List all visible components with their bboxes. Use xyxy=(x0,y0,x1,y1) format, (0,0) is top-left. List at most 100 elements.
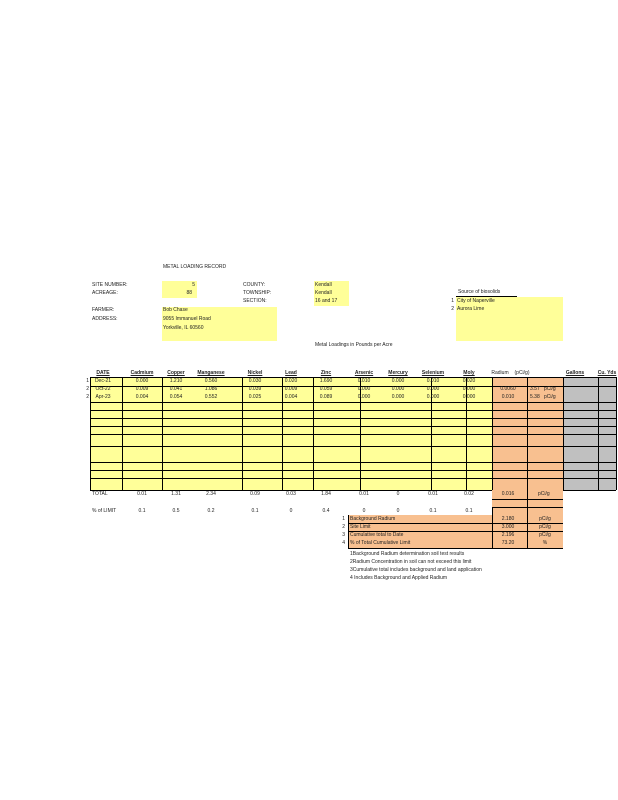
total-radium-unit: pCi/g xyxy=(538,491,550,497)
data-entry-area xyxy=(90,377,492,490)
metal-value-cell[interactable]: 0.560 xyxy=(204,378,218,384)
summary-number: 1 xyxy=(342,516,345,522)
column-divider xyxy=(563,377,564,490)
metal-value-cell[interactable]: 0.000 xyxy=(357,386,371,392)
metal-value-cell[interactable]: 0.059 xyxy=(319,386,333,392)
metal-value-cell[interactable]: 0.552 xyxy=(204,394,218,400)
radium-pcig-cell[interactable]: 5.38 xyxy=(530,394,540,400)
row-divider xyxy=(90,470,616,471)
metal-value-cell[interactable]: 0.089 xyxy=(319,394,333,400)
column-header-mercury: Mercury xyxy=(388,370,408,376)
column-header-lead: Lead xyxy=(285,370,297,376)
total-label: TOTAL xyxy=(92,491,108,497)
summary-number: 4 xyxy=(342,540,345,546)
metal-value-cell[interactable]: 0.054 xyxy=(169,394,183,400)
column-divider xyxy=(616,377,617,490)
metal-value-cell[interactable]: 0.009 xyxy=(284,386,298,392)
radium-unit: pCi/g xyxy=(544,394,556,400)
date-cell[interactable]: Apr-23 xyxy=(95,394,111,400)
county-value[interactable]: Kendall xyxy=(315,282,332,288)
pct-limit-cell: 0 xyxy=(362,508,366,514)
address-line1[interactable]: 9055 Immanuel Road xyxy=(163,316,211,322)
total-cell: 0.09 xyxy=(250,491,260,497)
column-header-pcig: (pCi/g) xyxy=(514,370,530,376)
column-divider xyxy=(360,377,361,490)
row-divider xyxy=(90,386,616,387)
metal-value-cell[interactable]: 0.000 xyxy=(426,386,440,392)
metal-value-cell[interactable]: 0.004 xyxy=(135,394,149,400)
row-divider xyxy=(90,446,616,447)
radium-unit: pCi/g xyxy=(544,386,556,392)
township-value[interactable]: Kendall xyxy=(315,290,332,296)
total-cell: 0.01 xyxy=(137,491,147,497)
total-cell: 0 xyxy=(396,491,400,497)
date-cell[interactable]: Dec-21 xyxy=(94,378,112,384)
metal-value-cell[interactable]: 0.000 xyxy=(426,394,440,400)
metal-value-cell[interactable]: 0.004 xyxy=(284,394,298,400)
metal-value-cell[interactable]: 1.210 xyxy=(169,378,183,384)
metal-value-cell[interactable]: 0.010 xyxy=(426,378,440,384)
column-divider xyxy=(527,507,528,548)
date-cell[interactable]: Oct-22 xyxy=(95,386,111,392)
summary-unit: pCi/g xyxy=(539,532,551,538)
metal-value-cell[interactable]: 0.000 xyxy=(391,378,405,384)
row-divider xyxy=(90,478,616,479)
row-divider xyxy=(492,507,563,508)
column-divider xyxy=(492,507,493,548)
column-header-selenium: Selenium xyxy=(421,370,445,376)
metal-value-cell[interactable]: 0.020 xyxy=(462,378,476,384)
pct-limit-cell: 0.2 xyxy=(207,508,215,514)
volume-column-fill xyxy=(563,377,616,490)
column-header-cadmium: Cadmium xyxy=(130,370,154,376)
source-name[interactable]: Aurora Lime xyxy=(457,306,485,312)
radium-value-cell[interactable]: 0.0060 xyxy=(500,386,516,392)
metal-value-cell[interactable]: 0.000 xyxy=(462,386,476,392)
column-divider xyxy=(598,377,599,490)
metal-value-cell[interactable]: 0.000 xyxy=(391,394,405,400)
summary-label: Background Radium xyxy=(350,516,396,522)
township-label: TOWNSHIP: xyxy=(243,290,272,296)
summary-value: 2.180 xyxy=(501,516,515,522)
metal-value-cell[interactable]: 0.000 xyxy=(357,394,371,400)
metal-value-cell[interactable]: 1.690 xyxy=(319,378,333,384)
radium-value-cell[interactable]: 0.010 xyxy=(501,394,515,400)
site-number-value[interactable]: 5 xyxy=(192,282,195,288)
metal-value-cell[interactable]: 0.025 xyxy=(248,394,262,400)
metal-value-cell[interactable]: 0.000 xyxy=(135,378,149,384)
metal-value-cell[interactable]: 0.000 xyxy=(462,394,476,400)
row-divider xyxy=(90,490,616,491)
column-divider xyxy=(492,377,493,490)
column-header-zinc: Zinc xyxy=(320,370,332,376)
column-header-nickel: Nickel xyxy=(247,370,263,376)
farmer-value[interactable]: Bob Chase xyxy=(163,307,188,313)
section-label: SECTION: xyxy=(243,298,267,304)
column-divider xyxy=(313,377,314,490)
column-header-copper: Copper xyxy=(167,370,185,376)
metal-value-cell[interactable]: 0.020 xyxy=(284,378,298,384)
pct-limit-cell: 0.1 xyxy=(429,508,437,514)
acreage-value[interactable]: 88 xyxy=(186,290,192,296)
metal-value-cell[interactable]: 0.009 xyxy=(135,386,149,392)
farmer-input-box xyxy=(162,307,277,341)
source-num: 2 xyxy=(451,306,454,312)
summary-value: 2.196 xyxy=(501,532,515,538)
column-divider xyxy=(527,490,528,507)
radium-pcig-cell[interactable]: 3.57 xyxy=(530,386,540,392)
footnote: 4 Includes Background and Applied Radium xyxy=(350,575,448,581)
address-line2[interactable]: Yorkville, IL 60560 xyxy=(163,325,204,331)
metal-value-cell[interactable]: 0.039 xyxy=(248,386,262,392)
page-title: METAL LOADING RECORD xyxy=(163,264,227,270)
summary-label: Cumulative total to Date xyxy=(350,532,404,538)
total-cell: 1.31 xyxy=(171,491,181,497)
metal-value-cell[interactable]: 0.000 xyxy=(391,386,405,392)
metal-value-cell[interactable]: 0.030 xyxy=(248,378,262,384)
source-name[interactable]: City of Naperville xyxy=(457,298,495,304)
sources-header: Source of biosolids xyxy=(458,289,501,295)
metal-value-cell[interactable]: 0.010 xyxy=(357,378,371,384)
column-header-cuyds: Cu. Yds xyxy=(597,370,617,376)
metal-value-cell[interactable]: 1.086 xyxy=(204,386,218,392)
pct-limit-cell: 0 xyxy=(396,508,400,514)
section-value[interactable]: 16 and 17 xyxy=(315,298,338,304)
summary-unit: % xyxy=(542,540,548,546)
metal-value-cell[interactable]: 0.041 xyxy=(169,386,183,392)
